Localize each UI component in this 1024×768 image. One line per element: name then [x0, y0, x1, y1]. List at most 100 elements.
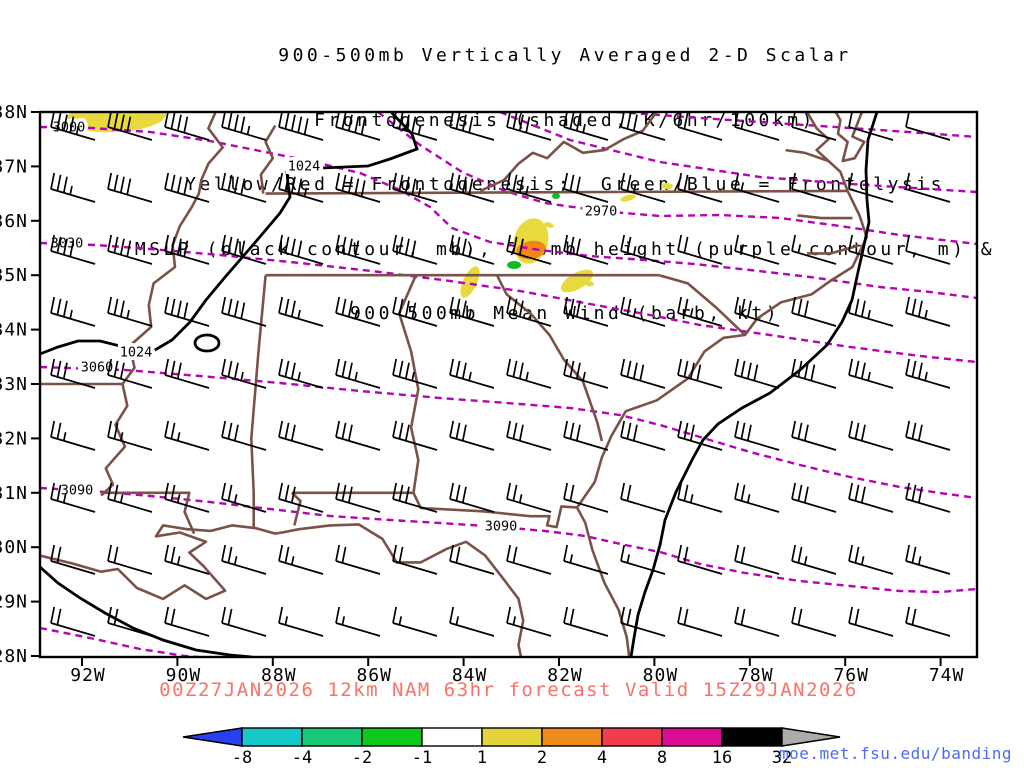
- wind-barb: [848, 234, 894, 265]
- wind-barb: [563, 172, 609, 203]
- colorbar-tick-label: -2: [352, 748, 372, 768]
- wind-barb: [278, 172, 324, 203]
- ms-al-border: [250, 275, 267, 529]
- lat-label: 36N: [0, 211, 28, 232]
- wind-barb: [335, 234, 381, 265]
- wind-barb: [335, 112, 381, 141]
- wind-barb: [734, 172, 780, 203]
- wind-barb: [563, 482, 609, 513]
- wind-barb: [164, 296, 210, 327]
- delmarva-peninsula: [834, 112, 866, 163]
- wind-barb: [221, 358, 267, 389]
- wind-barb: [335, 544, 381, 575]
- colorbar: -8 -4 -2 -1 1 2 4 8 16 32: [182, 727, 841, 768]
- wind-barb: [791, 420, 837, 451]
- lat-label: 38N: [0, 102, 28, 123]
- wind-barb: [278, 482, 324, 513]
- wind-barb: [50, 234, 96, 265]
- wind-barb: [164, 234, 210, 265]
- lat-label: 32N: [0, 428, 28, 449]
- wind-barb: [848, 544, 894, 575]
- wind-barb: [221, 296, 267, 327]
- purple-contour: [377, 112, 977, 246]
- wind-barb: [449, 296, 495, 327]
- lat-label: 35N: [0, 265, 28, 286]
- wind-barb: [107, 358, 153, 389]
- al-ga-border: [397, 274, 420, 493]
- colorbar-cell: [361, 727, 423, 747]
- wind-barb: [107, 296, 153, 327]
- wind-barb: [335, 420, 381, 451]
- wind-barb: [392, 234, 438, 265]
- wind-barb: [905, 296, 951, 327]
- wind-barb: [506, 234, 552, 265]
- mslp-contour: [629, 112, 879, 657]
- wind-barb: [677, 544, 723, 575]
- colorbar-tick-label: -1: [412, 748, 432, 768]
- green-shade-patch: [552, 193, 560, 199]
- colorbar-cell: [661, 727, 723, 747]
- colorbar-cell: [601, 727, 663, 747]
- wind-barb: [107, 172, 153, 203]
- wind-barb: [164, 606, 210, 637]
- colorbar-cell: [421, 727, 483, 747]
- wind-barb: [620, 358, 666, 389]
- wind-barb: [848, 482, 894, 513]
- wind-barb: [278, 234, 324, 265]
- colorbar-tick-label: 8: [657, 748, 667, 768]
- forecast-valid-text: 00Z27JAN2026 12km NAM 63hr forecast Vali…: [159, 679, 858, 701]
- wind-barb: [221, 420, 267, 451]
- ky-va-wv-border: [479, 112, 658, 193]
- colorbar-cell: [481, 727, 543, 747]
- wind-barb: [848, 606, 894, 637]
- wind-barb: [791, 606, 837, 637]
- wind-barb: [791, 112, 837, 141]
- wind-barb: [506, 544, 552, 575]
- wind-barb: [563, 112, 609, 141]
- wind-barb: [50, 420, 96, 451]
- wind-barb: [221, 482, 267, 513]
- site-link[interactable]: moe.met.fsu.edu/banding: [778, 744, 1012, 763]
- wind-barb: [506, 296, 552, 327]
- lon-label: 86W: [356, 665, 392, 686]
- wind-barb: [791, 296, 837, 327]
- wind-barb: [278, 112, 324, 141]
- wind-barb: [449, 234, 495, 265]
- wind-barb: [278, 606, 324, 637]
- colorbar-cell: [721, 727, 783, 747]
- yellow-shade-patch: [661, 183, 673, 189]
- lat-label: 34N: [0, 320, 28, 341]
- wind-barb: [449, 420, 495, 451]
- wind-barb: [905, 606, 951, 637]
- lon-label: 80W: [643, 665, 679, 686]
- wind-barb: [449, 358, 495, 389]
- yellow-shade-patch: [560, 269, 594, 293]
- wind-barb: [221, 172, 267, 203]
- wind-barb: [620, 234, 666, 265]
- wind-barb: [620, 544, 666, 575]
- contour-label: 2970: [585, 204, 618, 220]
- wind-barb: [563, 420, 609, 451]
- ga-sc-border: [495, 274, 604, 442]
- wind-barb: [905, 112, 951, 141]
- contour-label-halo: 2970: [585, 204, 618, 220]
- lon-label: 90W: [166, 665, 202, 686]
- wind-barb: [677, 482, 723, 513]
- wind-barb: [734, 544, 780, 575]
- wind-barb: [734, 420, 780, 451]
- wind-barb: [449, 544, 495, 575]
- wind-barb: [734, 358, 780, 389]
- wind-barb: [164, 358, 210, 389]
- lat-label: 28N: [0, 646, 28, 667]
- wind-barb: [848, 296, 894, 327]
- colorbar-tick-label: 1: [477, 748, 487, 768]
- wind-barb: [278, 358, 324, 389]
- title-line-1: 900-500mb Vertically Averaged 2-D Scalar: [278, 45, 852, 66]
- contour-label: 1024: [288, 159, 321, 175]
- contour-label-halo: 3060: [81, 360, 114, 376]
- wind-barb: [848, 112, 894, 141]
- wind-barb: [392, 296, 438, 327]
- wind-barb: [392, 172, 438, 203]
- wind-barb: [620, 172, 666, 203]
